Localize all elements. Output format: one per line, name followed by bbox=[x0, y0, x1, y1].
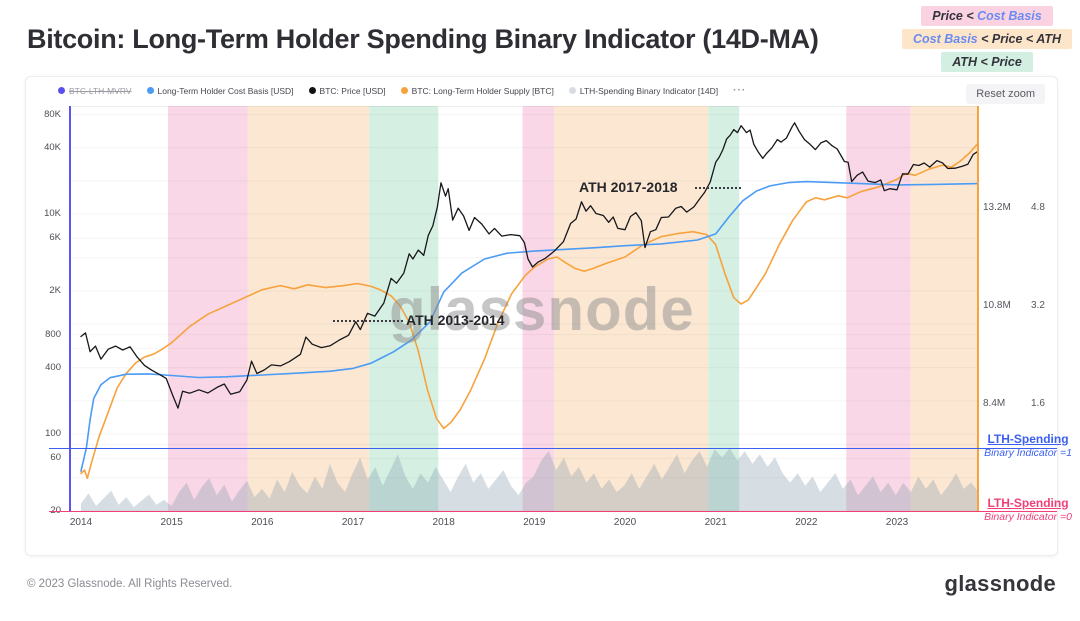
page-title: Bitcoin: Long-Term Holder Spending Binar… bbox=[27, 24, 819, 54]
legend-item-0[interactable]: BTC-LTH-MVRV bbox=[58, 86, 132, 96]
y-tick-label: 40K bbox=[44, 141, 61, 153]
y-tick-label: 2K bbox=[49, 284, 61, 296]
legend-item-4[interactable]: LTH-Spending Binary Indicator [14D] bbox=[568, 85, 719, 96]
legend-item-2[interactable]: BTC: Price [USD] bbox=[308, 85, 386, 96]
lth-cost-basis-line bbox=[80, 180, 979, 472]
indicator-one-label-sub: Binary Indicator =1 bbox=[984, 446, 1072, 459]
regime-band-price_below_cost_basis bbox=[522, 106, 555, 511]
legend-item-label: BTC: Long-Term Holder Supply [BTC] bbox=[411, 85, 554, 96]
x-tick-label: 2020 bbox=[613, 517, 637, 528]
ath-2017-dotted-line bbox=[695, 187, 741, 189]
legend-item-label: Long-Term Holder Cost Basis [USD] bbox=[157, 85, 294, 96]
condition-legend: Price < Cost Basis Cost Basis < Price < A… bbox=[902, 6, 1072, 72]
indicator-zero-refline bbox=[49, 511, 1057, 512]
y-tick-label: 60 bbox=[50, 452, 61, 464]
x-tick-label: 2016 bbox=[251, 517, 274, 528]
legend-marker-icon bbox=[568, 87, 576, 94]
y-tick-label: 800 bbox=[45, 328, 61, 340]
legend-item-label: BTC: Price [USD] bbox=[319, 85, 386, 96]
lth-supply-line bbox=[80, 141, 979, 480]
chip-blue-term: Cost Basis bbox=[977, 9, 1042, 23]
chart-canvas bbox=[69, 106, 979, 512]
legend-item-label: LTH-Spending Binary Indicator [14D] bbox=[579, 85, 719, 96]
legend-item-label: BTC-LTH-MVRV bbox=[69, 85, 132, 96]
x-tick-label: 2015 bbox=[160, 517, 183, 528]
right-tick-row: 13.2M 4.8 bbox=[983, 202, 1045, 213]
x-tick-label: 2014 bbox=[69, 517, 93, 528]
legend-marker-icon bbox=[400, 87, 408, 94]
x-tick-label: 2022 bbox=[795, 517, 818, 528]
mvrv-tick-label: 3.2 bbox=[1031, 299, 1045, 311]
x-tick-label: 2019 bbox=[523, 517, 546, 528]
chip-blue-term: Cost Basis bbox=[913, 32, 978, 46]
y-tick-label: 6K bbox=[49, 232, 61, 244]
ath-2017-annotation: ATH 2017-2018 bbox=[579, 179, 678, 195]
supply-tick-label: 10.8M bbox=[983, 299, 1011, 311]
right-tick-row: 8.4M 1.6 bbox=[983, 398, 1045, 409]
y-tick-label: 100 bbox=[45, 428, 61, 439]
regime-band-price_below_cost_basis bbox=[168, 106, 248, 511]
regime-band-ath_below_price bbox=[708, 106, 740, 511]
condition-chip-2: ATH < Price bbox=[941, 52, 1033, 72]
glassnode-logo: glassnode bbox=[944, 571, 1056, 596]
condition-chip-0: Price < Cost Basis bbox=[921, 6, 1053, 26]
mvrv-tick-label: 1.6 bbox=[1031, 397, 1045, 409]
indicator-zero-label-sub: Binary Indicator =0 bbox=[984, 510, 1072, 523]
chip-dark-term: < Price < ATH bbox=[977, 32, 1061, 46]
y-axis-left-labels: 80K 40K 10K 6K 2K 800 400 100 60 20 bbox=[26, 106, 65, 516]
indicator-one-refline bbox=[49, 448, 1057, 449]
regime-band-cost_basis_below_price_below_ath bbox=[910, 106, 979, 511]
indicator-one-label-title: LTH-Spending bbox=[987, 432, 1069, 446]
mvrv-tick-label: 4.8 bbox=[1031, 202, 1045, 213]
legend-marker-icon bbox=[58, 87, 65, 94]
regime-band-cost_basis_below_price_below_ath bbox=[247, 106, 370, 511]
series-legend: BTC-LTH-MVRV Long-Term Holder Cost Basis … bbox=[58, 85, 746, 96]
chip-dark-term: ATH < Price bbox=[952, 55, 1022, 69]
chip-dark-term: Price < bbox=[932, 9, 978, 23]
ath-2013-dotted-line bbox=[333, 320, 403, 322]
indicator-zero-label-title: LTH-Spending bbox=[987, 496, 1069, 510]
legend-marker-icon bbox=[308, 87, 316, 94]
x-tick-label: 2017 bbox=[341, 517, 365, 528]
legend-marker-icon bbox=[146, 87, 154, 94]
y-tick-label: 80K bbox=[44, 108, 61, 120]
x-tick-label: 2021 bbox=[704, 517, 727, 528]
legend-item-3[interactable]: BTC: Long-Term Holder Supply [BTC] bbox=[400, 85, 554, 96]
right-tick-row: 10.8M 3.2 bbox=[983, 300, 1045, 311]
reset-zoom-button[interactable]: Reset zoom bbox=[966, 84, 1045, 104]
regime-band-price_below_cost_basis bbox=[846, 106, 911, 511]
ath-2013-annotation: ATH 2013-2014 bbox=[406, 312, 505, 328]
condition-chip-1: Cost Basis < Price < ATH bbox=[902, 29, 1072, 49]
legend-more-button[interactable]: ··· bbox=[733, 85, 747, 96]
y-tick-label: 10K bbox=[44, 208, 61, 219]
chart-card: BTC-LTH-MVRV Long-Term Holder Cost Basis … bbox=[25, 76, 1072, 556]
supply-tick-label: 8.4M bbox=[983, 397, 1006, 409]
copyright-text: © 2023 Glassnode. All Rights Reserved. bbox=[27, 578, 233, 590]
y-axis-right-labels: 13.2M 4.8 10.8M 3.2 8.4M 1.6 bbox=[983, 106, 1059, 512]
btc-price-line bbox=[80, 122, 979, 409]
indicator-zero-label: LTH-Spending Binary Indicator =0 bbox=[972, 496, 1080, 523]
x-axis-labels: 2014 2015 2016 2017 2018 2019 2020 2021 2022 2023 bbox=[69, 517, 979, 533]
indicator-one-label: LTH-Spending Binary Indicator =1 bbox=[972, 432, 1080, 459]
legend-item-1[interactable]: Long-Term Holder Cost Basis [USD] bbox=[146, 85, 294, 96]
y-tick-label: 400 bbox=[45, 361, 61, 373]
x-tick-label: 2023 bbox=[885, 517, 909, 528]
plot-area[interactable] bbox=[69, 106, 979, 512]
y-tick-label: 20 bbox=[50, 504, 61, 516]
regime-band-cost_basis_below_price_below_ath bbox=[554, 106, 709, 511]
supply-tick-label: 13.2M bbox=[983, 202, 1011, 213]
x-tick-label: 2018 bbox=[432, 517, 455, 528]
